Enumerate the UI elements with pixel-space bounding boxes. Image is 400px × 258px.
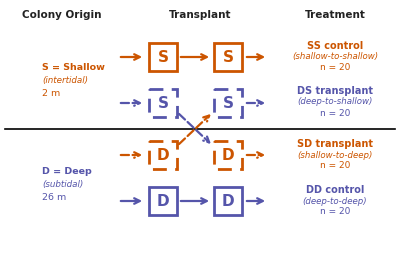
Bar xyxy=(214,141,242,169)
Text: D: D xyxy=(157,148,169,163)
Text: (deep-to-deep): (deep-to-deep) xyxy=(303,197,367,206)
Bar xyxy=(149,89,177,117)
Text: (shallow-to-shallow): (shallow-to-shallow) xyxy=(292,52,378,61)
Bar xyxy=(214,187,242,215)
Text: (deep-to-shallow): (deep-to-shallow) xyxy=(297,98,373,107)
Bar xyxy=(214,89,242,117)
Text: n = 20: n = 20 xyxy=(320,162,350,171)
Text: DD control: DD control xyxy=(306,185,364,195)
Text: (subtidal): (subtidal) xyxy=(42,181,83,189)
Text: D: D xyxy=(222,148,234,163)
Text: Transplant: Transplant xyxy=(169,10,231,20)
Text: S: S xyxy=(158,50,168,64)
Text: S: S xyxy=(158,95,168,110)
Text: S = Shallow: S = Shallow xyxy=(42,63,105,72)
Text: D: D xyxy=(222,194,234,208)
Text: S: S xyxy=(222,95,234,110)
Text: Colony Origin: Colony Origin xyxy=(22,10,102,20)
Text: 26 m: 26 m xyxy=(42,192,66,201)
Bar xyxy=(214,43,242,71)
Text: DS transplant: DS transplant xyxy=(297,86,373,96)
Bar xyxy=(149,141,177,169)
Text: n = 20: n = 20 xyxy=(320,63,350,72)
Text: D: D xyxy=(157,194,169,208)
Text: S: S xyxy=(222,50,234,64)
Text: D = Deep: D = Deep xyxy=(42,167,92,176)
Text: (intertidal): (intertidal) xyxy=(42,77,88,85)
Text: Treatment: Treatment xyxy=(304,10,366,20)
Text: n = 20: n = 20 xyxy=(320,109,350,117)
Text: SS control: SS control xyxy=(307,41,363,51)
Bar xyxy=(149,43,177,71)
Text: (shallow-to-deep): (shallow-to-deep) xyxy=(297,150,373,159)
Text: n = 20: n = 20 xyxy=(320,207,350,216)
Text: SD transplant: SD transplant xyxy=(297,139,373,149)
Text: 2 m: 2 m xyxy=(42,88,60,98)
Bar xyxy=(149,187,177,215)
